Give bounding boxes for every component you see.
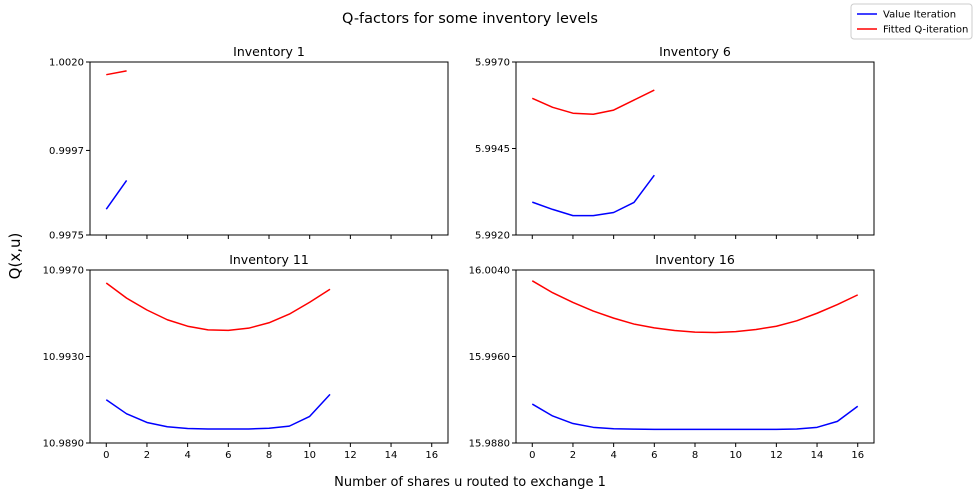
subplot-title: Inventory 16 (655, 252, 735, 267)
series-line-fitted-q-iteration (531, 89, 655, 115)
x-tick-label: 12 (344, 450, 357, 461)
subplot-frame (515, 61, 875, 236)
y-tick-label: 0.9997 (49, 146, 84, 157)
series-line-fitted-q-iteration (106, 70, 127, 76)
y-tick-label: 1.0020 (49, 58, 84, 69)
y-tick-label: 16.0040 (469, 266, 510, 277)
x-tick-label: 0 (103, 450, 109, 461)
x-tick-label: 6 (651, 450, 657, 461)
y-tick-label: 15.9880 (469, 439, 510, 450)
x-tick-label: 14 (385, 450, 398, 461)
x-tick-label: 4 (184, 450, 190, 461)
legend-label-fitted-q-iteration: Fitted Q-iteration (883, 25, 968, 36)
x-axis-label: Number of shares u routed to exchange 1 (334, 475, 606, 490)
series-line-value-iteration (531, 403, 859, 431)
subplot-frame (515, 269, 875, 444)
y-tick-label: 10.9930 (43, 352, 84, 363)
x-tick-label: 0 (529, 450, 535, 461)
y-axis-label: Q(x,u) (6, 233, 24, 280)
series-line-value-iteration (105, 179, 128, 210)
x-tick-label: 10 (729, 450, 742, 461)
legend-frame (850, 3, 973, 40)
subplot-grid: Inventory 1 0.9975 0.9997 1.0020 Inventory 6… (43, 44, 875, 461)
subplot-frame (89, 61, 449, 236)
subplot-title: Inventory 1 (233, 44, 305, 59)
figure-title: Q-factors for some inventory levels (342, 11, 598, 27)
y-tick-label: 5.9945 (475, 144, 510, 155)
subplot-frame (89, 269, 449, 444)
subplot-inventory-6: Inventory 6 5.9920 5.9945 5.9970 (475, 44, 875, 242)
y-tick-label: 15.9960 (469, 352, 510, 363)
subplot-title: Inventory 11 (229, 252, 309, 267)
x-tick-label: 14 (811, 450, 824, 461)
x-tick-label: 12 (770, 450, 783, 461)
legend-label-value-iteration: Value Iteration (883, 10, 956, 21)
series-line-fitted-q-iteration (531, 280, 859, 334)
x-tick-label: 8 (266, 450, 272, 461)
y-tick-label: 10.9890 (43, 439, 84, 450)
x-tick-label: 16 (851, 450, 864, 461)
subplot-inventory-16: Inventory 16 0 2 4 6 8 10 12 14 16 15.9880 15.9960 1… (469, 252, 875, 461)
y-tick-label: 5.9920 (475, 231, 510, 242)
x-tick-label: 8 (692, 450, 698, 461)
x-tick-label: 16 (425, 450, 438, 461)
x-tick-label: 10 (303, 450, 316, 461)
subplot-title: Inventory 6 (659, 44, 731, 59)
subplot-inventory-11: Inventory 11 0 2 4 6 8 10 12 14 16 10.9890 10.9930 1… (43, 252, 449, 461)
y-tick-label: 10.9970 (43, 266, 84, 277)
legend: Value Iteration Fitted Q-iteration (850, 3, 973, 40)
x-tick-label: 6 (225, 450, 231, 461)
x-tick-label: 2 (144, 450, 150, 461)
subplot-inventory-1: Inventory 1 0.9975 0.9997 1.0020 (49, 44, 449, 242)
series-line-value-iteration (105, 393, 331, 430)
x-tick-label: 4 (610, 450, 616, 461)
y-tick-label: 5.9970 (475, 58, 510, 69)
y-tick-label: 0.9975 (49, 231, 84, 242)
series-line-value-iteration (532, 174, 655, 217)
series-line-fitted-q-iteration (105, 282, 331, 332)
x-tick-label: 2 (570, 450, 576, 461)
